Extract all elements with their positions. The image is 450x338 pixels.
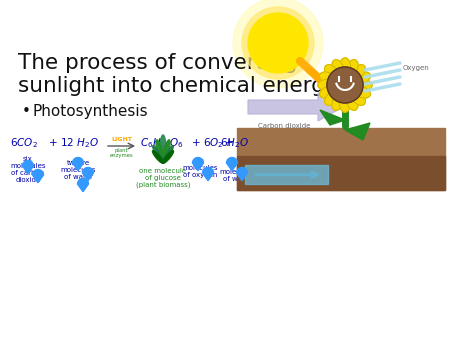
Text: Photosynthesis: Photosynthesis — [32, 104, 148, 119]
Bar — [237, 128, 445, 190]
Ellipse shape — [320, 86, 337, 98]
Text: sunlight into chemical energy.: sunlight into chemical energy. — [18, 76, 342, 96]
Polygon shape — [22, 161, 33, 174]
Circle shape — [327, 67, 363, 103]
Polygon shape — [237, 168, 248, 181]
Polygon shape — [77, 178, 89, 192]
Polygon shape — [72, 158, 84, 171]
Text: twelve
molecules
of water: twelve molecules of water — [60, 160, 96, 180]
Polygon shape — [160, 135, 166, 163]
Polygon shape — [163, 151, 174, 163]
Polygon shape — [163, 146, 173, 163]
Polygon shape — [32, 169, 44, 183]
Text: The process of converting: The process of converting — [18, 53, 297, 73]
Text: Carbon dioxide: Carbon dioxide — [258, 123, 310, 129]
Circle shape — [248, 13, 308, 73]
Polygon shape — [202, 168, 213, 181]
Ellipse shape — [346, 93, 358, 111]
Ellipse shape — [339, 58, 351, 76]
Text: •: • — [22, 104, 31, 119]
Text: LIGHT: LIGHT — [111, 137, 132, 142]
Polygon shape — [345, 123, 370, 140]
Text: six
molecules
of oxygen: six molecules of oxygen — [182, 158, 218, 178]
Ellipse shape — [351, 90, 365, 105]
Text: $C_6H_{12}O_6$: $C_6H_{12}O_6$ — [140, 136, 184, 150]
Ellipse shape — [339, 94, 351, 112]
Bar — [237, 156, 445, 190]
Ellipse shape — [332, 93, 344, 111]
Ellipse shape — [354, 79, 372, 91]
Text: $+\ 6O_2+$: $+\ 6O_2+$ — [191, 136, 234, 150]
Circle shape — [242, 7, 314, 79]
Ellipse shape — [346, 59, 358, 77]
Text: six
molecules
of water: six molecules of water — [219, 162, 255, 182]
Text: enzymes: enzymes — [110, 153, 133, 158]
Ellipse shape — [351, 65, 365, 79]
Ellipse shape — [324, 65, 340, 79]
Text: one molecule
of glucose
(plant biomass): one molecule of glucose (plant biomass) — [136, 168, 190, 189]
Polygon shape — [193, 158, 203, 171]
Polygon shape — [248, 93, 343, 121]
Ellipse shape — [353, 86, 370, 98]
Ellipse shape — [318, 79, 336, 91]
Polygon shape — [153, 146, 163, 163]
Ellipse shape — [353, 72, 370, 84]
Polygon shape — [162, 140, 170, 163]
Text: $6CO_2$: $6CO_2$ — [10, 136, 38, 150]
Text: $6H_2O$: $6H_2O$ — [220, 136, 249, 150]
Polygon shape — [320, 110, 345, 125]
Circle shape — [233, 0, 323, 88]
Text: six
molecules
of carbon
dioxide: six molecules of carbon dioxide — [10, 156, 46, 183]
Text: $+\ 12\ H_2O$: $+\ 12\ H_2O$ — [48, 136, 99, 150]
Ellipse shape — [332, 59, 344, 77]
Bar — [245, 165, 328, 184]
Polygon shape — [153, 151, 163, 163]
Polygon shape — [156, 140, 164, 163]
Polygon shape — [226, 158, 238, 171]
Text: Oxygen: Oxygen — [403, 65, 430, 71]
Ellipse shape — [324, 90, 340, 105]
Polygon shape — [82, 168, 94, 181]
Ellipse shape — [320, 72, 337, 84]
Text: plant: plant — [115, 148, 128, 153]
